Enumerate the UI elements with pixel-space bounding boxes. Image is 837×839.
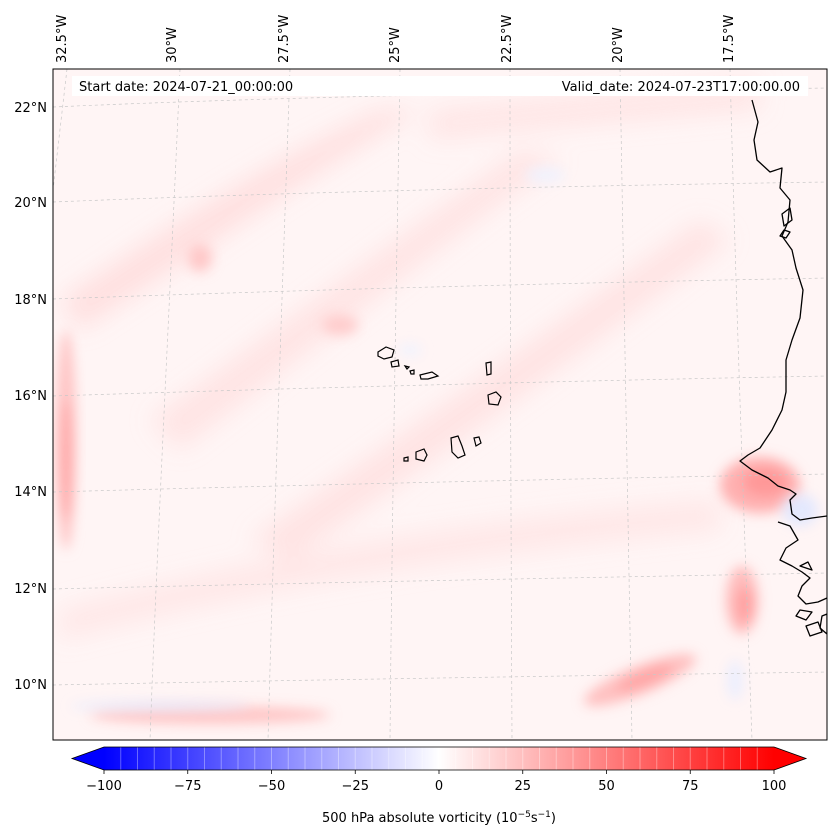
colorbar-label-mid: s [531, 811, 538, 826]
colorbar-tick-label: −100 [86, 779, 122, 794]
colorbar-tick-label: −50 [258, 779, 285, 794]
lat-label: 16°N [14, 389, 47, 404]
colorbar-label-close: ) [551, 811, 556, 826]
coastline [739, 99, 827, 637]
colorbar-tick-label: −75 [174, 779, 201, 794]
lon-label: 30°W [165, 27, 180, 63]
longitude-labels: 32.5°W 30°W 27.5°W 25°W 22.5°W 20°W 17.5… [55, 15, 737, 63]
colorbar-tick-label: 50 [598, 779, 615, 794]
colorbar-tick-label: 100 [762, 779, 787, 794]
colorbar: −100 −75 −50 −25 0 25 50 75 100 500 hPa absolute… [70, 746, 808, 826]
valid-date-label: Valid_date: 2024-07-23T17:00:00.00 [562, 80, 800, 95]
lon-label: 25°W [388, 27, 403, 63]
colorbar-max-extend [774, 747, 806, 770]
lat-label: 20°N [14, 196, 47, 211]
colorbar-tick-label: 75 [682, 779, 699, 794]
lon-label: 32.5°W [55, 15, 70, 63]
lat-label: 22°N [14, 101, 47, 116]
lat-label: 12°N [14, 582, 47, 597]
vorticity-field [53, 69, 827, 740]
cape-verde-islands [377, 346, 502, 462]
header-background [72, 76, 808, 96]
colorbar-label-main: 500 hPa absolute vorticity (10 [322, 811, 518, 826]
map-frame [52, 68, 828, 741]
start-date-label: Start date: 2024-07-21_00:00:00 [79, 80, 293, 95]
lon-label: 27.5°W [277, 15, 292, 63]
colorbar-tick-label: 0 [435, 779, 443, 794]
colorbar-min-extend [72, 747, 104, 770]
colorbar-body [104, 747, 774, 770]
colorbar-ticks: −100 −75 −50 −25 0 25 50 75 100 [86, 770, 786, 794]
colorbar-label-exp1: −5 [518, 810, 531, 820]
latitude-labels: 22°N 20°N 18°N 16°N 14°N 12°N 10°N [14, 101, 47, 693]
colorbar-tick-label: −25 [342, 779, 369, 794]
colorbar-label-exp2: −1 [538, 810, 551, 820]
lon-label: 17.5°W [722, 15, 737, 63]
colorbar-bins [120, 747, 758, 770]
colorbar-label: 500 hPa absolute vorticity (10−5s−1) [322, 810, 556, 826]
lat-label: 10°N [14, 678, 47, 693]
lat-label: 18°N [14, 293, 47, 308]
lon-label: 22.5°W [500, 15, 515, 63]
colorbar-tick-label: 25 [514, 779, 531, 794]
lon-label: 20°W [611, 27, 626, 63]
lat-label: 14°N [14, 485, 47, 500]
